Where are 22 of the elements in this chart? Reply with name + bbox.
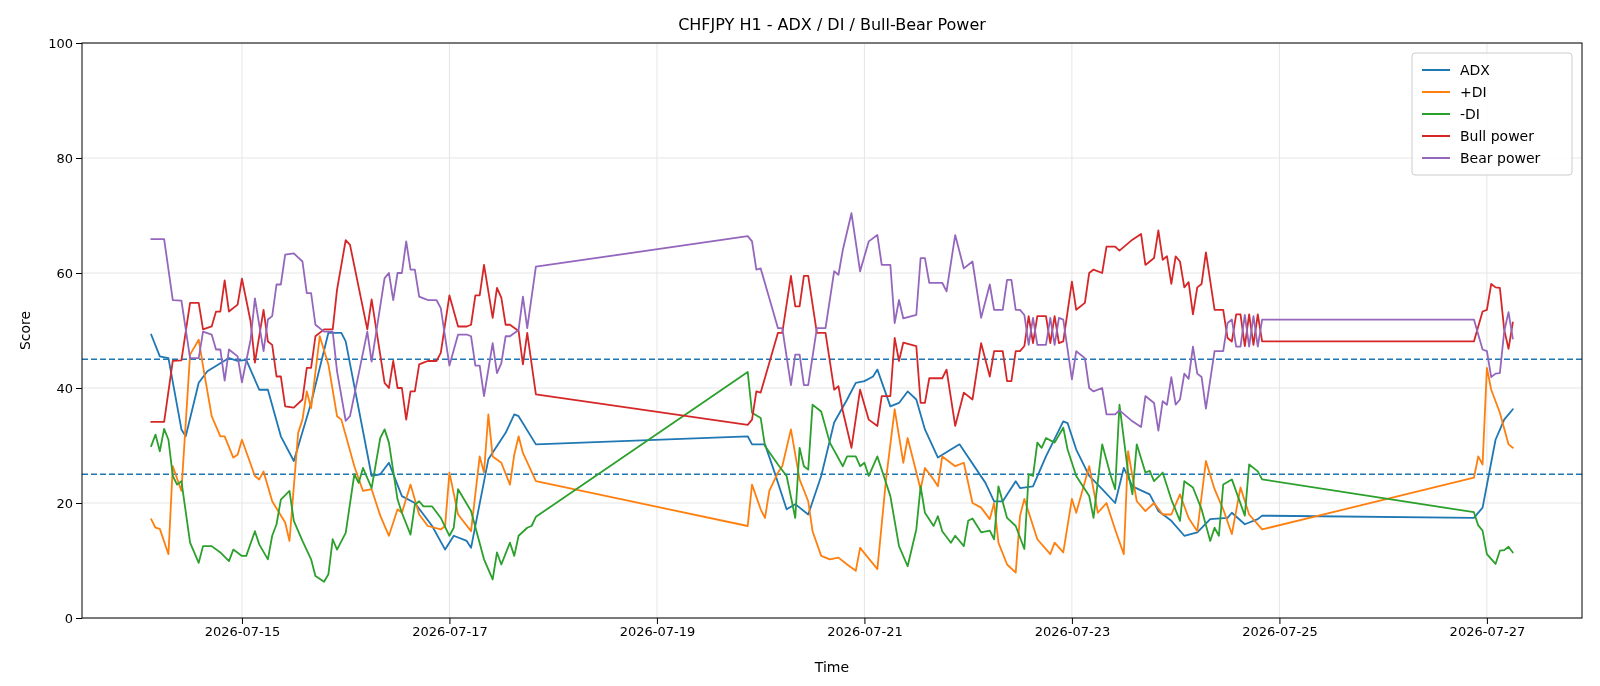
- legend-label: +DI: [1460, 84, 1487, 100]
- y-tick-label: 0: [64, 610, 73, 626]
- x-tick-label: 2026-07-23: [1034, 624, 1111, 640]
- x-tick-label: 2026-07-15: [204, 624, 281, 640]
- x-tick-label: 2026-07-17: [412, 624, 488, 640]
- y-tick-label: 100: [48, 35, 73, 51]
- legend-label: Bear power: [1460, 150, 1541, 166]
- x-tick-label: 2026-07-19: [619, 624, 696, 640]
- line-series: [150, 371, 1514, 583]
- y-axis-title: Score: [17, 310, 33, 351]
- y-tick-label: 60: [56, 265, 73, 281]
- chart-title: CHFJPY H1 - ADX / DI / Bull-Bear Power: [678, 15, 987, 34]
- y-tick-label: 40: [56, 380, 73, 396]
- legend-label: Bull power: [1460, 128, 1535, 144]
- y-tick-label: 80: [56, 150, 73, 166]
- legend-label: ADX: [1460, 62, 1491, 78]
- x-axis-title: Time: [813, 659, 850, 675]
- x-tick-label: 2026-07-27: [1449, 624, 1526, 640]
- x-tick-label: 2026-07-21: [827, 624, 903, 640]
- legend-label: -DI: [1460, 106, 1480, 122]
- y-tick-label: 20: [56, 495, 73, 511]
- x-tick-label: 2026-07-25: [1242, 624, 1318, 640]
